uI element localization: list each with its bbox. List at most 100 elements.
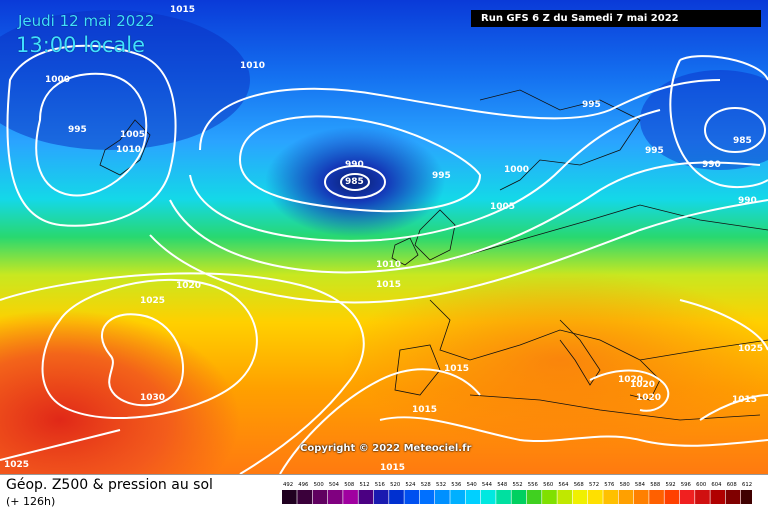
weather-map: 1015 1010 1000 995 1005 1010 990 985 995…	[0, 0, 768, 474]
legend-swatch	[588, 490, 603, 504]
forecast-offset: (+ 126h)	[6, 495, 56, 508]
legend-value: 572	[589, 482, 599, 488]
isobar-label: 1010	[116, 145, 141, 155]
copyright-notice: Copyright © 2022 Meteociel.fr	[300, 443, 472, 454]
isobar-label: 990	[702, 160, 721, 170]
color-legend: 492 496 500 504 508 512 516 520 524 528 532 536 540 5…	[282, 482, 752, 504]
legend-value: 516	[375, 482, 386, 488]
isobar-label: 1000	[504, 165, 529, 175]
forecast-date: Jeudi 12 mai 2022	[18, 12, 155, 30]
isobar-label: 990	[738, 196, 757, 206]
isobar-label: 1005	[120, 130, 145, 140]
legend-swatch	[358, 490, 374, 504]
legend-value: 508	[344, 482, 355, 488]
isobar-labels: 1015 1010 1000 995 1005 1010 990 985 995…	[4, 5, 763, 473]
legend-swatch	[649, 490, 664, 504]
legend-swatch	[465, 490, 481, 504]
isobar-label: 995	[645, 146, 664, 156]
isobar-label: 1020	[618, 375, 643, 385]
isobar-label: 1015	[380, 463, 405, 473]
legend-value: 604	[711, 482, 722, 488]
legend-value: 544	[482, 482, 493, 488]
legend-value: 560	[543, 482, 554, 488]
isobars	[0, 44, 768, 474]
isobar-label: 1010	[376, 260, 401, 270]
legend-swatch	[450, 490, 465, 504]
legend-swatch	[664, 490, 680, 504]
isobar-label: 985	[345, 177, 364, 187]
legend-swatch	[741, 490, 752, 504]
isobar-label: 1025	[738, 344, 763, 354]
legend-value: 532	[436, 482, 446, 488]
legend-swatch	[435, 490, 450, 504]
legend-value: 580	[620, 482, 631, 488]
legend-value: 596	[681, 482, 692, 488]
legend-value: 492	[283, 482, 293, 488]
legend-value: 556	[528, 482, 539, 488]
isobar-label: 985	[733, 136, 752, 146]
med-warm-shading	[340, 270, 768, 450]
isobar-label: 1025	[140, 296, 165, 306]
legend-value: 584	[635, 482, 646, 488]
legend-value: 576	[604, 482, 615, 488]
isobar-label: 1015	[376, 280, 401, 290]
legend-value: 600	[696, 482, 707, 488]
legend-value: 524	[405, 482, 416, 488]
legend-value: 504	[329, 482, 340, 488]
legend-swatch	[572, 490, 588, 504]
legend-value: 612	[742, 482, 752, 488]
legend-value: 588	[650, 482, 661, 488]
isobar-label: 1020	[176, 281, 201, 291]
legend-value: 592	[666, 482, 676, 488]
legend-value: 552	[513, 482, 523, 488]
legend-value: 568	[574, 482, 585, 488]
legend-swatch	[725, 490, 741, 504]
legend-swatch	[603, 490, 618, 504]
deep-low-shading	[265, 127, 445, 237]
isobar-label: 995	[582, 100, 601, 110]
legend-swatch	[404, 490, 420, 504]
legend-swatch	[633, 490, 649, 504]
ne-low-shading	[640, 70, 768, 170]
model-run-label: Run GFS 6 Z du Samedi 7 mai 2022	[471, 10, 761, 27]
isobar-label: 1015	[170, 5, 195, 15]
map-title: Géop. Z500 & pression au sol	[6, 477, 213, 493]
isobar-label: 1025	[4, 460, 29, 470]
legend-swatch	[542, 490, 557, 504]
isobar-label: 1020	[636, 393, 661, 403]
isobar-label: 1010	[240, 61, 265, 71]
legend-value: 500	[314, 482, 325, 488]
legend-swatch	[282, 490, 297, 504]
isobar-label: 1000	[45, 75, 70, 85]
isobar-label: 1015	[732, 395, 757, 405]
isobar-label: 990	[345, 160, 364, 170]
isobar-label: 1020	[630, 380, 655, 390]
legend-value: 528	[421, 482, 432, 488]
legend-swatch	[526, 490, 542, 504]
isobar-label: 995	[68, 125, 87, 135]
legend-value: 536	[451, 482, 462, 488]
legend-swatch	[343, 490, 358, 504]
isobar-label: 995	[432, 171, 451, 181]
legend-swatch	[618, 490, 634, 504]
legend-swatch	[695, 490, 710, 504]
legend-swatch	[389, 490, 404, 504]
legend-value: 496	[298, 482, 309, 488]
legend-swatch	[557, 490, 573, 504]
legend-value: 540	[467, 482, 478, 488]
legend-swatch	[419, 490, 435, 504]
legend-value: 564	[558, 482, 569, 488]
legend-value: 520	[390, 482, 401, 488]
legend-swatch	[312, 490, 328, 504]
isobar-label: 1015	[444, 364, 469, 374]
legend-swatch	[710, 490, 726, 504]
isobar-label: 1030	[140, 393, 165, 403]
forecast-time: 13:00 locale	[16, 33, 146, 57]
legend-swatch	[297, 490, 312, 504]
legend-swatch	[373, 490, 389, 504]
legend-value: 512	[360, 482, 370, 488]
legend-value: 608	[727, 482, 738, 488]
legend-swatch	[327, 490, 343, 504]
legend-swatch	[679, 490, 695, 504]
